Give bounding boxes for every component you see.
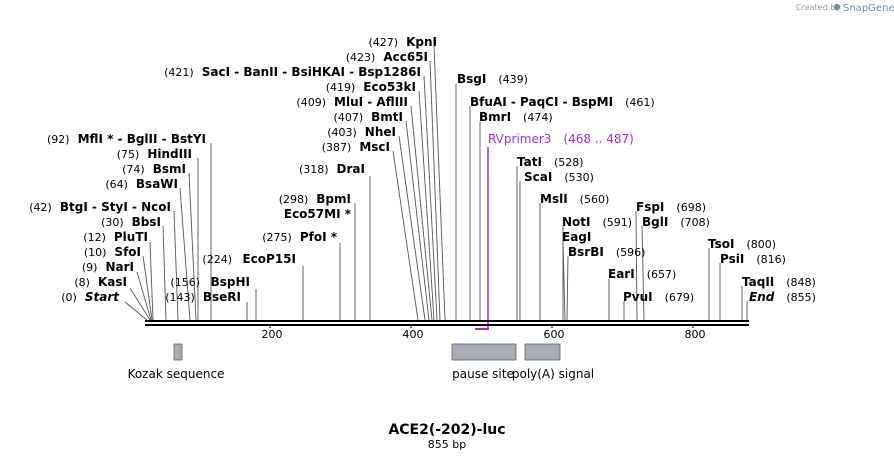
site-label-bsrbi: BsrBI (596) xyxy=(568,245,645,259)
site-label-bsawi: (64) BsaWI xyxy=(105,177,178,191)
site-label-kpni: (427) KpnI xyxy=(369,35,438,49)
feature-kozak-sequence[interactable] xyxy=(173,343,183,361)
feature-label-polya: poly(A) signal xyxy=(512,367,594,381)
site-label-sfoi: (10) SfoI xyxy=(84,245,141,259)
feature-polya-signal[interactable] xyxy=(524,343,561,361)
site-label-tsoi: TsoI (800) xyxy=(708,237,776,251)
site-label-ecop15i: EcoP15I xyxy=(242,252,296,266)
site-label-kasi: (8) KasI xyxy=(74,275,127,289)
feature-pause-site[interactable] xyxy=(451,343,517,361)
site-label-bsmi: (74) BsmI xyxy=(122,162,186,176)
feature-label-kozak: Kozak sequence xyxy=(128,367,225,381)
site-label-bbsi: (30) BbsI xyxy=(101,215,161,229)
primer-marker[interactable] xyxy=(475,147,489,330)
site-label-drai: (318) DraI xyxy=(299,162,365,176)
site-label-bfuai-group: BfuAI - PaqCI - BspMI (461) xyxy=(470,95,655,109)
site-label-mlui-group: (409) MluI - AflIII xyxy=(296,95,408,109)
site-label-bseri: (143) BseRI xyxy=(165,290,241,304)
site-label-hindiii: (75) HindIII xyxy=(117,147,192,161)
site-label-bmri: BmrI (474) xyxy=(479,110,553,124)
site-label-noti: NotI (591) xyxy=(562,215,632,229)
site-label-scai: ScaI (530) xyxy=(524,170,594,184)
site-label-fspi: FspI (698) xyxy=(636,200,706,214)
primer-label: RVprimer3 (468 .. 487) xyxy=(488,132,634,146)
site-label-end: End (855) xyxy=(749,290,816,304)
site-label-pfoi: (275) PfoI * xyxy=(262,230,337,244)
site-label-msli: MslI (560) xyxy=(540,192,609,206)
credit-text: Created by xyxy=(796,3,840,12)
site-label-tati: TatI (528) xyxy=(517,155,584,169)
site-pos-ecop15i: (224) xyxy=(202,253,232,266)
site-label-acc65i: (423) Acc65I xyxy=(346,50,428,64)
site-label-psii: PsiI (816) xyxy=(720,252,786,266)
site-label-msci: (387) MscI xyxy=(322,140,390,154)
site-label-saci-group: (421) SacI - BanII - BsiHKAI - Bsp1286I xyxy=(164,65,421,79)
site-label-eco53ki: (419) Eco53kI xyxy=(326,80,416,94)
site-label-bpmi: (298) BpmI xyxy=(279,192,351,206)
site-label-taqii: TaqII (848) xyxy=(742,275,816,289)
tick-label-800: 800 xyxy=(685,328,706,341)
map-title: ACE2(-202)-luc xyxy=(388,422,505,438)
site-label-pvui: PvuI (679) xyxy=(623,290,694,304)
site-label-start: (0) Start xyxy=(61,290,120,304)
site-label-nari: (9) NarI xyxy=(82,260,134,274)
tick-label-400: 400 xyxy=(403,328,424,341)
site-label-mfli-group: (92) MflI * - BglII - BstYI xyxy=(47,132,206,146)
credit-brand: SnapGene xyxy=(843,3,894,14)
site-label-pluti: (12) PluTI xyxy=(83,230,148,244)
sequence-backbone xyxy=(145,320,749,328)
site-label-bsphi: BspHI xyxy=(211,275,250,289)
site-label-bmti: (407) BmtI xyxy=(334,110,403,124)
tick-label-600: 600 xyxy=(544,328,565,341)
site-label-eari: EarI (657) xyxy=(608,267,676,281)
site-pos-bsphi: (156) xyxy=(170,276,200,289)
enzyme-labels: (427) KpnI (423) Acc65I (421) SacI - BanII … xyxy=(29,35,437,304)
tick-label-200: 200 xyxy=(262,328,283,341)
cut-site-connectors xyxy=(124,45,748,321)
site-label-nhei: (403) NheI xyxy=(327,125,396,139)
enzyme-labels-right: BsgI (439) BfuAI - PaqCI - BspMI (461) Bmr… xyxy=(457,72,816,304)
snapgene-logo-icon xyxy=(833,3,841,11)
site-label-btgi-group: (42) BtgI - StyI - NcoI xyxy=(29,200,171,214)
feature-label-pause-site: pause site xyxy=(452,367,514,381)
map-length: 855 bp xyxy=(428,438,466,451)
site-label-eco57mi: Eco57MI * xyxy=(284,207,352,221)
site-label-bsgi: BsgI (439) xyxy=(457,72,528,86)
site-label-bgli: BglI (708) xyxy=(642,215,710,229)
site-label-eagi: EagI xyxy=(562,230,591,244)
